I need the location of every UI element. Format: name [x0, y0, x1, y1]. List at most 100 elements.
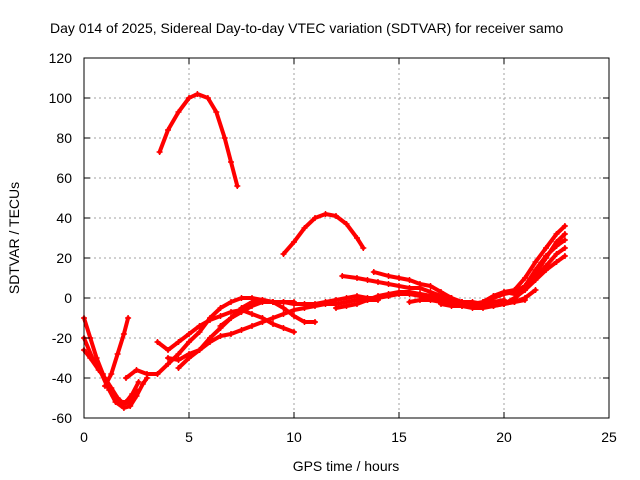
data-point-marker [543, 267, 549, 273]
data-point-marker [186, 95, 192, 101]
data-point-marker [312, 301, 318, 307]
data-point-marker [364, 297, 371, 303]
data-point-marker [291, 239, 297, 245]
x-tick-label: 10 [286, 429, 302, 445]
data-point-marker [102, 383, 108, 389]
data-point-marker [459, 303, 465, 309]
y-axis-label: SDTVAR / TECUs [6, 182, 22, 294]
data-point-marker [259, 299, 266, 305]
data-point-marker [553, 231, 560, 237]
data-point-marker [238, 327, 245, 333]
data-point-marker [165, 347, 171, 353]
data-point-marker [448, 303, 455, 309]
y-tick-label: 120 [49, 50, 73, 66]
series-line-arc-11 [218, 294, 380, 328]
data-point-marker [511, 287, 518, 293]
data-point-marker [333, 297, 339, 303]
data-series [81, 91, 568, 411]
data-point-marker [186, 331, 192, 337]
data-point-marker [385, 273, 392, 279]
data-point-marker [108, 385, 115, 391]
data-point-marker [217, 313, 224, 319]
data-point-marker [385, 293, 392, 299]
data-point-marker [360, 245, 367, 251]
data-point-marker [144, 371, 150, 377]
data-point-marker [427, 283, 434, 289]
data-point-marker [532, 259, 539, 265]
data-point-marker [125, 315, 132, 321]
plot-frame [83, 57, 610, 419]
data-point-marker [156, 149, 163, 155]
x-tick-label: 25 [601, 429, 617, 445]
y-tick-label: 100 [49, 90, 73, 106]
data-point-marker [154, 371, 161, 377]
data-point-marker [196, 329, 203, 335]
data-point-marker [490, 293, 497, 299]
data-point-marker [207, 317, 213, 323]
data-point-marker [291, 307, 297, 313]
data-point-marker [406, 285, 413, 291]
data-point-marker [561, 253, 568, 259]
data-point-marker [301, 225, 308, 231]
data-point-marker [280, 299, 287, 305]
data-point-marker [522, 295, 528, 301]
series-line-arc-21 [512, 238, 567, 302]
data-point-marker [522, 283, 528, 289]
data-point-marker [234, 183, 241, 189]
data-point-marker [354, 235, 360, 241]
data-point-marker [354, 301, 360, 307]
data-point-marker [553, 259, 560, 265]
data-point-marker [469, 301, 476, 307]
y-tick-label: 80 [56, 130, 72, 146]
data-point-marker [217, 305, 224, 311]
y-tick-label: 0 [64, 290, 72, 306]
data-point-marker [417, 291, 423, 297]
data-point-marker [375, 295, 381, 301]
data-point-marker [561, 231, 568, 237]
grid-lines [84, 58, 609, 418]
data-point-marker [175, 109, 182, 115]
data-point-marker [354, 275, 360, 281]
data-point-marker [120, 331, 127, 337]
data-point-marker [396, 275, 402, 281]
data-point-marker [417, 297, 423, 303]
data-point-marker [213, 109, 220, 115]
data-point-marker [427, 293, 434, 299]
data-point-marker [448, 297, 455, 303]
y-tick-label: -60 [52, 410, 72, 426]
data-point-marker [480, 299, 486, 305]
data-point-marker [228, 309, 234, 315]
data-point-marker [270, 321, 276, 327]
data-point-marker [238, 295, 245, 301]
data-point-marker [228, 315, 234, 321]
data-point-marker [186, 339, 192, 345]
data-point-marker [196, 323, 203, 329]
series-line-arc-8 [155, 308, 296, 352]
data-point-marker [249, 311, 255, 317]
data-point-marker [87, 355, 94, 361]
data-point-marker [238, 309, 245, 315]
data-point-marker [114, 395, 121, 401]
data-point-marker [291, 329, 297, 335]
data-point-marker [165, 361, 171, 367]
data-point-marker [217, 333, 224, 339]
data-point-marker [417, 281, 423, 287]
data-point-marker [133, 387, 140, 393]
data-point-marker [438, 301, 444, 307]
data-point-marker [133, 367, 140, 373]
data-point-marker [396, 283, 402, 289]
data-point-marker [511, 297, 518, 303]
data-point-marker [343, 295, 350, 301]
data-point-marker [312, 215, 318, 221]
data-point-marker [375, 279, 381, 285]
data-point-marker [438, 289, 444, 295]
data-point-marker [312, 319, 318, 325]
data-point-marker [553, 243, 560, 249]
data-point-marker [135, 379, 142, 385]
data-point-marker [259, 319, 266, 325]
data-point-marker [532, 287, 539, 293]
data-point-marker [221, 135, 228, 141]
data-point-marker [270, 299, 276, 305]
data-point-marker [543, 245, 549, 251]
